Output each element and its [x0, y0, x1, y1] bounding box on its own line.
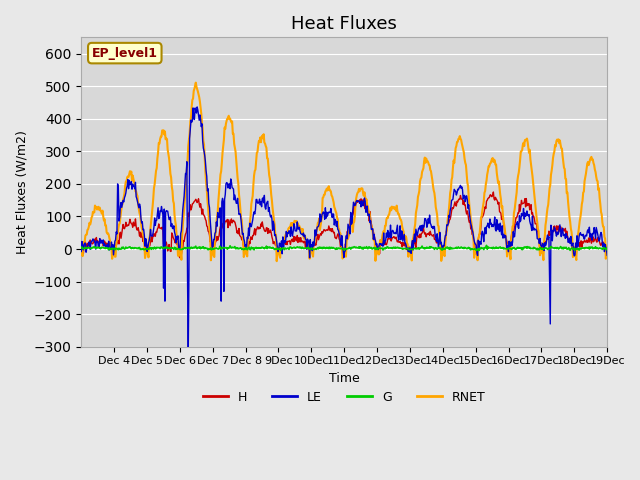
Y-axis label: Heat Fluxes (W/m2): Heat Fluxes (W/m2): [15, 130, 28, 254]
Text: EP_level1: EP_level1: [92, 47, 158, 60]
Title: Heat Fluxes: Heat Fluxes: [291, 15, 397, 33]
Legend: H, LE, G, RNET: H, LE, G, RNET: [198, 385, 491, 408]
X-axis label: Time: Time: [329, 372, 360, 385]
